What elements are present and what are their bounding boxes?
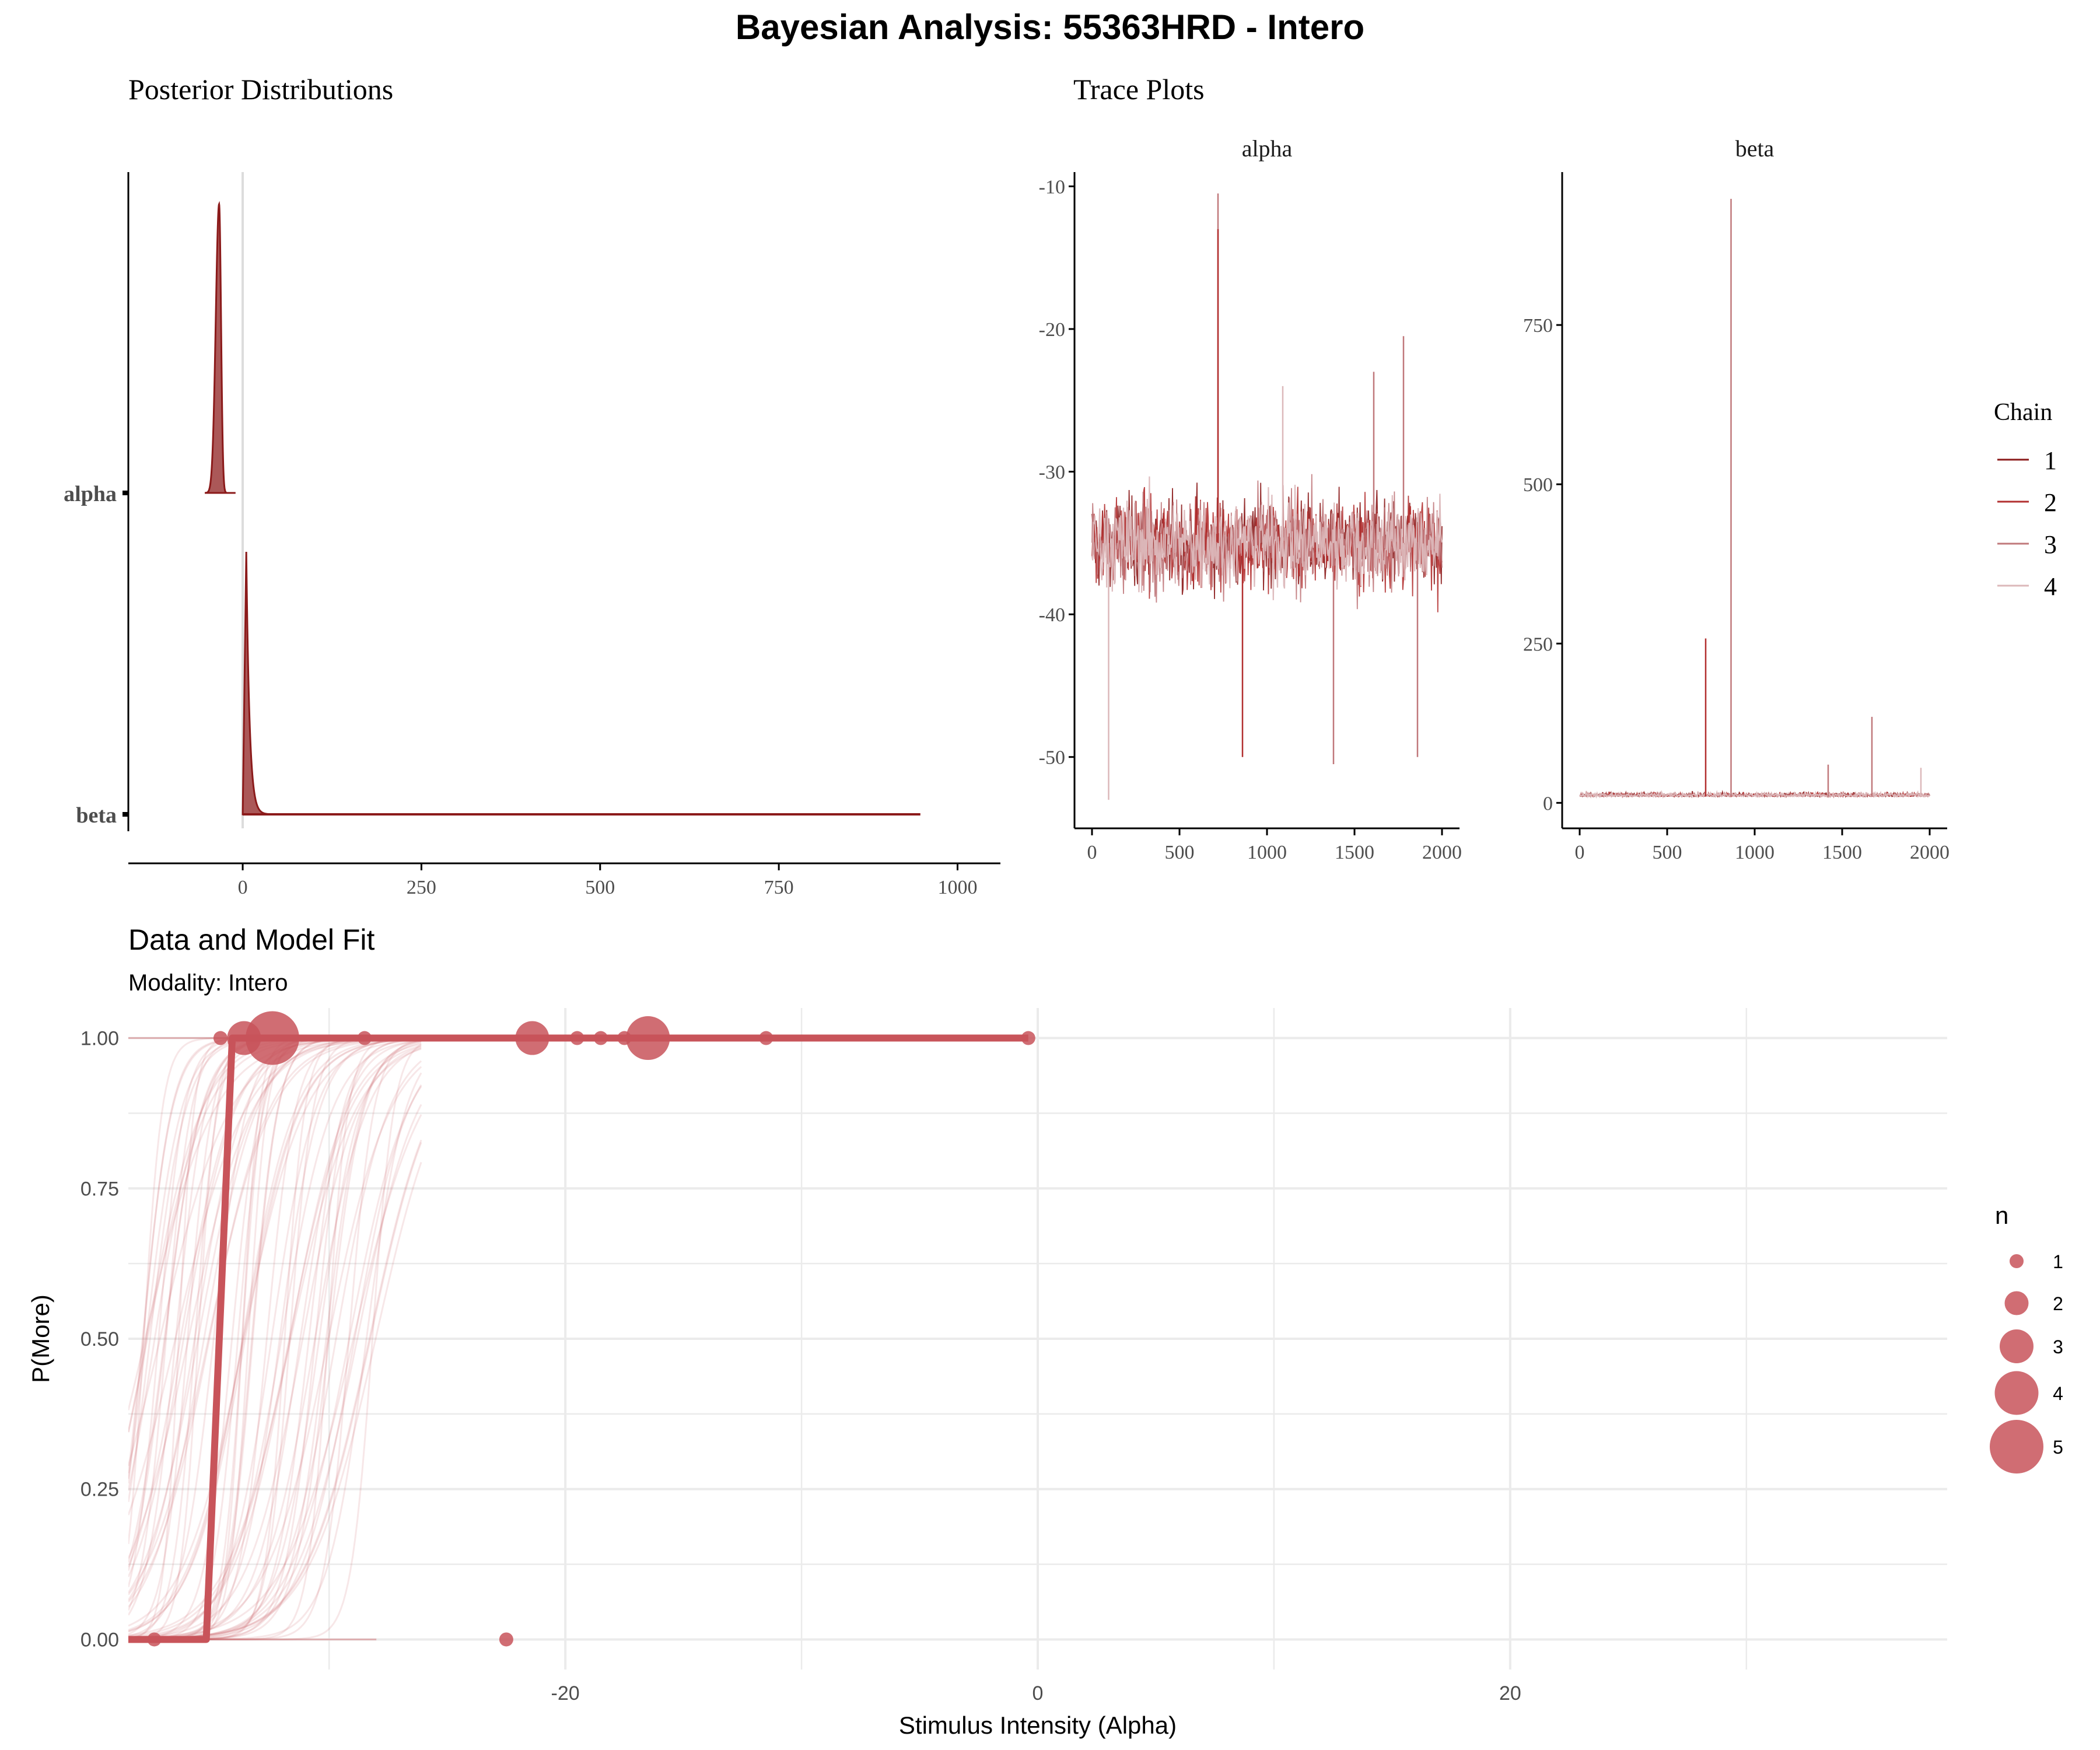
fit-posterior-curve	[128, 1039, 422, 1627]
trace-alpha: alpha -10 -20 -30 -40 -50 0 500 1000 1500 2000	[1039, 135, 1462, 863]
trace-alpha-x-tick-label: 500	[1165, 842, 1195, 863]
size-legend-title: n	[1995, 1202, 2008, 1229]
fit-data-point	[1021, 1031, 1035, 1045]
fit-posterior-curve	[128, 1038, 422, 1632]
fit-data-point	[357, 1031, 372, 1045]
trace-beta-y-tick-label: 500	[1523, 474, 1553, 496]
fit-x-tick-label: 20	[1499, 1682, 1521, 1704]
fit-y-tick-label: 0.50	[80, 1328, 119, 1350]
fit-posterior-curve	[128, 1066, 422, 1640]
fit-posterior-curve	[128, 1043, 422, 1639]
fit-posterior-curve	[128, 1040, 422, 1639]
trace-beta-x-tick-label: 1000	[1735, 842, 1774, 863]
trace-alpha-x-tick-label: 2000	[1422, 842, 1462, 863]
fit-data-point	[626, 1016, 670, 1060]
fit-posterior-curve	[128, 1038, 422, 1640]
fit-data-point	[147, 1632, 162, 1647]
fit-data-point	[593, 1031, 608, 1045]
fit-data-point	[570, 1031, 584, 1045]
fit-posterior-curve	[128, 1048, 422, 1636]
trace-alpha-y-tick-label: -50	[1039, 747, 1065, 769]
chain-legend-label-3: 3	[2044, 530, 2057, 559]
trace-alpha-x-tick-label: 1500	[1335, 842, 1374, 863]
trace-alpha-y-tick-label: -20	[1039, 319, 1065, 341]
posterior-x-tick-label: 1000	[937, 877, 977, 898]
size-legend-key-3	[2000, 1329, 2034, 1363]
chain-legend-label-1: 1	[2044, 446, 2057, 475]
size-legend-label-2: 2	[2053, 1293, 2063, 1314]
trace-beta-x-tick-label: 2000	[1910, 842, 1950, 863]
size-legend-label-1: 1	[2053, 1251, 2063, 1272]
trace-alpha-strip-label: alpha	[1242, 135, 1293, 162]
trace-alpha-y-tick-label: -40	[1039, 604, 1065, 626]
fit-posterior-curve	[128, 1038, 422, 1633]
fit-data-point	[213, 1031, 228, 1045]
posterior-title: Posterior Distributions	[128, 73, 393, 106]
fit-y-tick-label: 0.00	[80, 1629, 119, 1651]
posterior-y-tick-label: beta	[76, 803, 117, 828]
trace-beta-y-tick-label: 250	[1523, 634, 1553, 655]
size-legend: n 1 2 3 4 5	[1990, 1202, 2063, 1474]
fit-title: Data and Model Fit	[128, 923, 375, 956]
fit-y-tick-label: 0.25	[80, 1479, 119, 1501]
trace-alpha-y-tick-label: -10	[1039, 176, 1065, 198]
fit-y-axis-label: P(More)	[27, 1294, 54, 1383]
posterior-beta-density	[242, 551, 286, 816]
size-legend-label-3: 3	[2053, 1336, 2063, 1357]
posterior-alpha-density	[205, 201, 230, 494]
size-legend-label-4: 4	[2053, 1383, 2063, 1404]
posterior-x-tick-label: 500	[585, 877, 615, 898]
size-legend-key-1	[2010, 1254, 2024, 1268]
trace-beta-x-tick-label: 500	[1653, 842, 1682, 863]
posterior-panel: Posterior Distributions alpha beta 0 250 500 7…	[64, 73, 1000, 898]
trace-beta-y-tick-label: 750	[1523, 315, 1553, 337]
trace-panel: Trace Plots alpha -10 -20 -30 -40 -50 0 500 1000 1…	[1039, 73, 2057, 863]
posterior-x-tick-label: 0	[238, 877, 248, 898]
fit-posterior-curve	[128, 1114, 422, 1640]
fit-data-point	[515, 1021, 550, 1055]
trace-beta-x-tick-label: 1500	[1822, 842, 1862, 863]
fit-y-tick-label: 1.00	[80, 1028, 119, 1050]
size-legend-key-5	[1990, 1420, 2043, 1474]
fit-data-point	[499, 1632, 513, 1647]
fit-x-tick-label: -20	[551, 1682, 580, 1704]
fit-posterior-curve	[128, 1045, 422, 1637]
size-legend-key-2	[2004, 1291, 2029, 1315]
fit-posterior-curve	[128, 1037, 422, 1640]
trace-beta-strip-label: beta	[1735, 135, 1774, 162]
posterior-x-tick-label: 750	[764, 877, 794, 898]
trace-alpha-x-tick-label: 1000	[1247, 842, 1287, 863]
fit-posterior-curve	[128, 1038, 422, 1631]
chain-legend-label-4: 4	[2044, 572, 2057, 601]
fit-panel: Data and Model Fit Modality: Intero 0.00 0.…	[27, 923, 2063, 1739]
chain-legend: Chain 1 2 3 4	[1994, 399, 2057, 601]
posterior-x-tick-label: 250	[407, 877, 436, 898]
fit-posterior-curve	[128, 1045, 422, 1639]
trace-alpha-x-tick-label: 0	[1087, 842, 1097, 863]
fit-data-point	[759, 1031, 774, 1045]
figure-title: Bayesian Analysis: 55363HRD - Intero	[735, 8, 1365, 47]
posterior-y-tick-label: alpha	[64, 482, 117, 506]
fit-subtitle: Modality: Intero	[128, 970, 288, 996]
size-legend-key-4	[1994, 1371, 2039, 1415]
trace-beta-x-tick-label: 0	[1575, 842, 1585, 863]
chain-legend-title: Chain	[1994, 399, 2052, 426]
trace-alpha-y-tick-label: -30	[1039, 462, 1065, 484]
trace-title: Trace Plots	[1073, 73, 1205, 106]
chain-legend-label-2: 2	[2044, 488, 2057, 517]
size-legend-label-5: 5	[2053, 1437, 2063, 1458]
fit-data-point	[246, 1011, 300, 1065]
fit-x-tick-label: 0	[1032, 1682, 1044, 1704]
fit-x-axis-label: Stimulus Intensity (Alpha)	[899, 1712, 1177, 1739]
trace-alpha-chain-4-line	[1091, 476, 1443, 600]
trace-beta-y-tick-label: 0	[1543, 793, 1553, 814]
fit-posterior-curve	[128, 1072, 422, 1640]
fit-y-tick-label: 0.75	[80, 1178, 119, 1200]
trace-beta: beta 0 250 500 750 0 500 1000 1500 2000	[1523, 135, 1950, 863]
